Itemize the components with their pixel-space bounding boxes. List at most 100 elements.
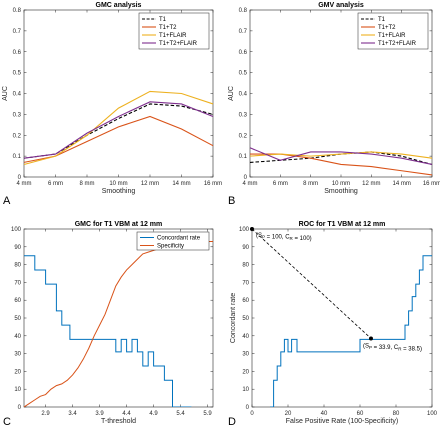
y-tick-label: 0.7 xyxy=(13,29,22,35)
concordant-rate-line xyxy=(24,255,192,407)
y-tick-label: 0.2 xyxy=(239,133,248,139)
subscript: R xyxy=(290,236,294,241)
annotation-label: (SP = 100, CR = 100) xyxy=(256,233,312,242)
panel-letter: C xyxy=(3,416,11,428)
panel-d: 0 10 20 30 40 50 60 70 80 90 100 0 20 40 60 80 100 False … xyxy=(228,221,438,428)
legend-label: T1+T2+FLAIR xyxy=(159,41,198,47)
panel-letter: D xyxy=(228,416,236,428)
y-tick-label: 90 xyxy=(14,245,21,251)
legend-label: T1 xyxy=(159,17,167,23)
x-tick-label: 10 mm xyxy=(332,181,350,187)
subscript: R xyxy=(398,346,402,351)
y-tick-label: 0 xyxy=(246,405,250,411)
x-tick-label: 20 xyxy=(285,411,292,417)
x-tick-label: 4 mm xyxy=(17,181,32,187)
x-axis-label: Smoothing xyxy=(102,188,136,195)
y-tick-label: 80 xyxy=(14,263,21,269)
y-tick-label: 70 xyxy=(242,280,249,286)
x-tick-label: 3.9 xyxy=(95,411,104,417)
y-tick-label: 0.1 xyxy=(13,154,22,160)
annotation-text: = xyxy=(265,235,272,241)
subscript: P xyxy=(369,345,372,350)
annotation-text: , C xyxy=(282,235,290,241)
y-tick-label: 0 xyxy=(244,175,248,181)
y-axis-label: Concordant rate xyxy=(230,293,237,343)
x-tick-label: 3.4 xyxy=(68,411,77,417)
annotation-text: = xyxy=(372,345,379,351)
x-tick-label: 14 mm xyxy=(392,181,410,187)
legend-label: T1+FLAIR xyxy=(159,33,187,39)
legend-label: Concordant rate xyxy=(157,236,201,242)
annotation-text: (S xyxy=(363,343,369,349)
roc-curve xyxy=(270,255,432,407)
legend-label: T1 xyxy=(378,17,386,23)
x-tick-label: 5.9 xyxy=(203,411,212,417)
x-tick-label: 12 mm xyxy=(362,181,380,187)
legend: T1 T1+T2 T1+FLAIR T1+T2+FLAIR xyxy=(138,12,210,50)
panel-a: 0 0.1 0.2 0.3 0.4 0.5 0.6 0.7 0.8 4 mm 6 mm 8 mm 10 … xyxy=(2,2,222,207)
x-tick-label: 4.4 xyxy=(122,411,131,417)
panel-c: 0 10 20 30 40 50 60 70 80 90 100 2.9 3.4 3.9 4.4 4.9 5.4… xyxy=(3,221,214,428)
y-tick-label: 0.4 xyxy=(239,92,248,98)
y-tick-label: 0.1 xyxy=(239,154,248,160)
y-tick-label: 0.2 xyxy=(13,133,22,139)
y-axis-label: AUC xyxy=(228,86,235,101)
x-tick-label: 16 mm xyxy=(423,181,440,187)
x-tick-label: 0 xyxy=(250,411,254,417)
dashed-connector xyxy=(251,228,372,339)
annotation-value: 33.9 xyxy=(379,345,391,351)
panel-letter: B xyxy=(228,195,235,207)
x-tick-label: 12 mm xyxy=(141,181,159,187)
x-tick-label: 16 mm xyxy=(204,181,222,187)
annotation-value: 100 xyxy=(300,236,311,242)
roc-operating-point xyxy=(250,227,254,231)
x-tick-label: 4 mm xyxy=(243,181,258,187)
roc-operating-point xyxy=(368,336,373,341)
y-tick-label: 0.8 xyxy=(13,8,22,14)
legend-label: T1+T2 xyxy=(159,25,177,31)
x-tick-label: 5.4 xyxy=(176,411,185,417)
y-tick-label: 40 xyxy=(14,334,21,340)
plot-frame xyxy=(23,228,214,408)
x-tick-label: 4.9 xyxy=(149,411,158,417)
legend-label: T1+FLAIR xyxy=(378,33,406,39)
chart-title: ROC for T1 VBM at 12 mm xyxy=(299,221,386,228)
y-tick-label: 0 xyxy=(18,405,22,411)
annotation-text: , C xyxy=(391,345,399,351)
legend-label: T1+T2+FLAIR xyxy=(378,41,417,47)
y-tick-label: 90 xyxy=(242,245,249,251)
annotation-text: = xyxy=(401,346,408,352)
annotation-value: 38.5 xyxy=(408,346,420,352)
y-tick-label: 0.6 xyxy=(13,50,22,56)
annotation-text: = xyxy=(293,236,300,242)
y-tick-label: 10 xyxy=(242,387,249,393)
panel-letter: A xyxy=(3,195,11,207)
x-tick-label: 8 mm xyxy=(303,181,318,187)
y-tick-label: 30 xyxy=(14,352,21,358)
x-axis-label: False Positive Rate (100-Specificity) xyxy=(286,418,398,425)
y-tick-label: 100 xyxy=(239,227,250,233)
y-tick-label: 50 xyxy=(242,316,249,322)
x-tick-label: 40 xyxy=(321,411,328,417)
x-tick-label: 6 mm xyxy=(48,181,63,187)
y-tick-label: 0.3 xyxy=(13,112,22,118)
legend: T1 T1+T2 T1+FLAIR T1+T2+FLAIR xyxy=(357,12,429,50)
annotation-text: ) xyxy=(420,346,422,352)
y-tick-label: 0.6 xyxy=(239,50,248,56)
y-tick-label: 0.5 xyxy=(239,71,248,77)
chart-title: GMC analysis xyxy=(96,2,142,9)
x-tick-label: 8 mm xyxy=(80,181,95,187)
legend: Concordant rate Specificity xyxy=(136,231,210,251)
y-tick-label: 10 xyxy=(14,387,21,393)
annotation-text: (S xyxy=(256,233,262,239)
plot-frame xyxy=(251,228,433,408)
y-tick-label: 60 xyxy=(242,298,249,304)
x-tick-label: 10 mm xyxy=(109,181,127,187)
legend-label: T1+T2 xyxy=(378,25,396,31)
y-tick-label: 0.5 xyxy=(13,71,22,77)
subscript: P xyxy=(262,235,265,240)
y-tick-label: 20 xyxy=(242,369,249,375)
y-tick-label: 0.8 xyxy=(239,8,248,14)
x-tick-label: 14 mm xyxy=(172,181,190,187)
